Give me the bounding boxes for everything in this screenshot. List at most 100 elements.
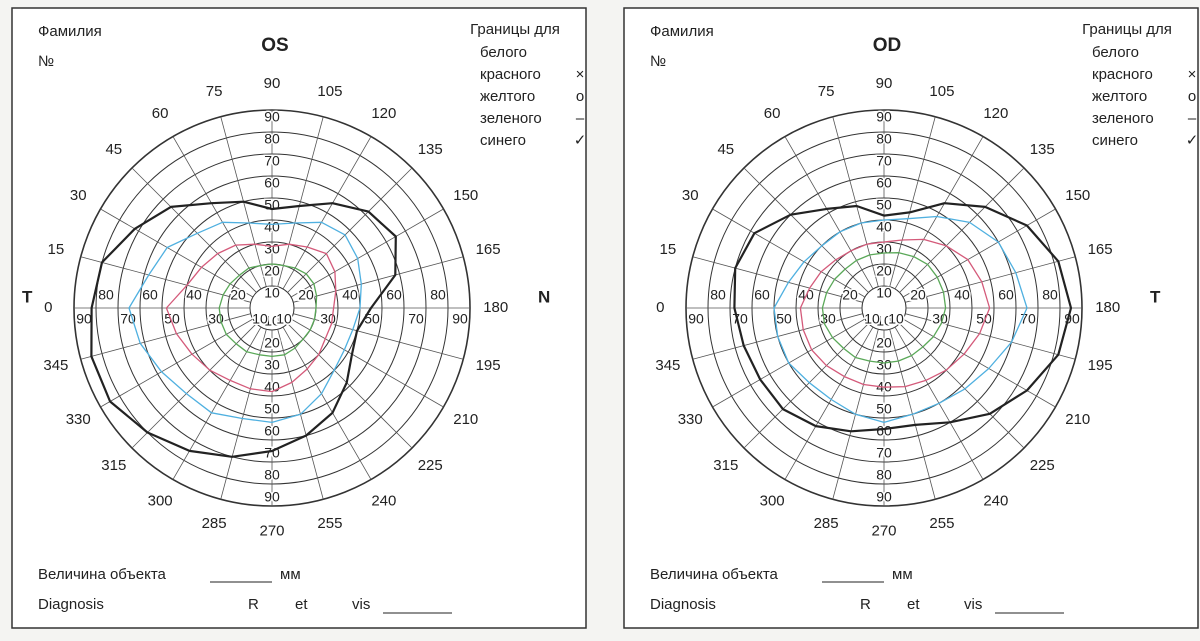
meridian-label: 195 [476, 357, 501, 374]
meridian-label: 300 [148, 493, 173, 510]
ring-label: 90 [264, 489, 280, 505]
meridian-label: 195 [1088, 357, 1113, 374]
meridian-label: 75 [206, 83, 223, 100]
name-label: Фамилия [650, 23, 714, 40]
ring-label: 10 [864, 311, 880, 327]
meridian-label: 330 [66, 411, 91, 428]
unit-label: мм [892, 566, 913, 583]
meridian-label: 60 [152, 105, 169, 122]
ring-label: 60 [754, 287, 770, 303]
legend-label: желтого [480, 88, 535, 105]
eye-label: OD [873, 35, 902, 56]
ring-label: 50 [876, 401, 892, 417]
ring-label: 70 [876, 153, 892, 169]
ring-label: 10 [276, 311, 292, 327]
meridian-label: 240 [371, 493, 396, 510]
eye-label: OS [261, 35, 288, 56]
meridian-line [899, 167, 1025, 293]
meridian-label: 120 [983, 105, 1008, 122]
isopter [128, 221, 362, 424]
meridian-label: 60 [764, 105, 781, 122]
ring-label: 80 [876, 467, 892, 483]
meridian-line [899, 323, 1025, 449]
ring-label: 90 [76, 311, 92, 327]
meridian-label: 210 [453, 411, 478, 428]
isopter [218, 263, 318, 358]
meridian-label: 30 [682, 187, 699, 204]
meridian-label: 330 [678, 411, 703, 428]
ring-label: 60 [876, 423, 892, 439]
et-label: et [907, 596, 920, 613]
meridian-label: 45 [717, 141, 734, 158]
vis-label: vis [964, 596, 982, 613]
ring-label: 90 [264, 109, 280, 125]
ring-label: 90 [452, 311, 468, 327]
ring-label: 10 [264, 313, 280, 329]
legend-label: красного [480, 66, 541, 83]
meridian-label: 45 [105, 141, 122, 158]
et-label: et [295, 596, 308, 613]
ring-label: 70 [120, 311, 136, 327]
meridian-line [784, 326, 874, 480]
ring-label: 80 [1042, 287, 1058, 303]
meridian-label: 30 [70, 187, 87, 204]
meridian-line [784, 136, 874, 290]
legend-title: Границы для [1082, 21, 1172, 38]
meridian-line [832, 116, 879, 287]
meridian-label: 315 [713, 457, 738, 474]
ring-label: 10 [888, 311, 904, 327]
meridian-label: 135 [1030, 141, 1055, 158]
ring-label: 60 [876, 175, 892, 191]
meridian-label: 285 [814, 515, 839, 532]
ring-label: 60 [142, 287, 158, 303]
legend-symbol: – [1188, 110, 1197, 127]
ring-label: 30 [876, 357, 892, 373]
meridian-label: 15 [660, 241, 677, 258]
diagnosis-label: Diagnosis [38, 596, 104, 613]
meridian-line [172, 326, 262, 480]
size-label: Величина объекта [38, 566, 167, 583]
legend-title: Границы для [470, 21, 560, 38]
meridian-line [290, 208, 444, 298]
ring-label: 20 [298, 287, 314, 303]
meridian-line [282, 136, 372, 290]
legend-symbol: ✓ [1186, 132, 1199, 149]
ring-label: 70 [876, 445, 892, 461]
meridian-label: 165 [476, 241, 501, 258]
ring-label: 80 [264, 467, 280, 483]
meridian-line [131, 167, 257, 293]
ring-label: 30 [264, 241, 280, 257]
meridian-line [287, 167, 413, 293]
ring-label: 20 [876, 263, 892, 279]
meridian-line [220, 329, 267, 500]
meridian-label: 345 [43, 357, 68, 374]
meridian-line [172, 136, 262, 290]
legend-symbol: o [576, 88, 584, 105]
isopter [773, 215, 1028, 424]
meridian-label: 180 [1095, 299, 1120, 316]
legend-label: белого [480, 44, 527, 61]
ring-label: 40 [186, 287, 202, 303]
meridian-label: 270 [871, 523, 896, 540]
meridian-label: 15 [48, 241, 65, 258]
ring-label: 20 [230, 287, 246, 303]
legend-symbol: o [1188, 88, 1196, 105]
meridian-label: 120 [371, 105, 396, 122]
meridian-label: 90 [876, 75, 893, 92]
meridian-line [905, 256, 1076, 303]
legend-label: синего [1092, 132, 1138, 149]
ring-label: 20 [264, 263, 280, 279]
meridian-label: 285 [202, 515, 227, 532]
legend-symbol: – [576, 110, 585, 127]
meridian-label: 345 [655, 357, 680, 374]
meridian-label: 165 [1088, 241, 1113, 258]
meridian-line [894, 136, 984, 290]
legend-label: синего [480, 132, 526, 149]
meridian-label: 180 [483, 299, 508, 316]
size-label: Величина объекта [650, 566, 779, 583]
ring-label: 20 [910, 287, 926, 303]
ring-label: 80 [710, 287, 726, 303]
meridian-label: 240 [983, 493, 1008, 510]
side-label: T [1150, 287, 1161, 306]
